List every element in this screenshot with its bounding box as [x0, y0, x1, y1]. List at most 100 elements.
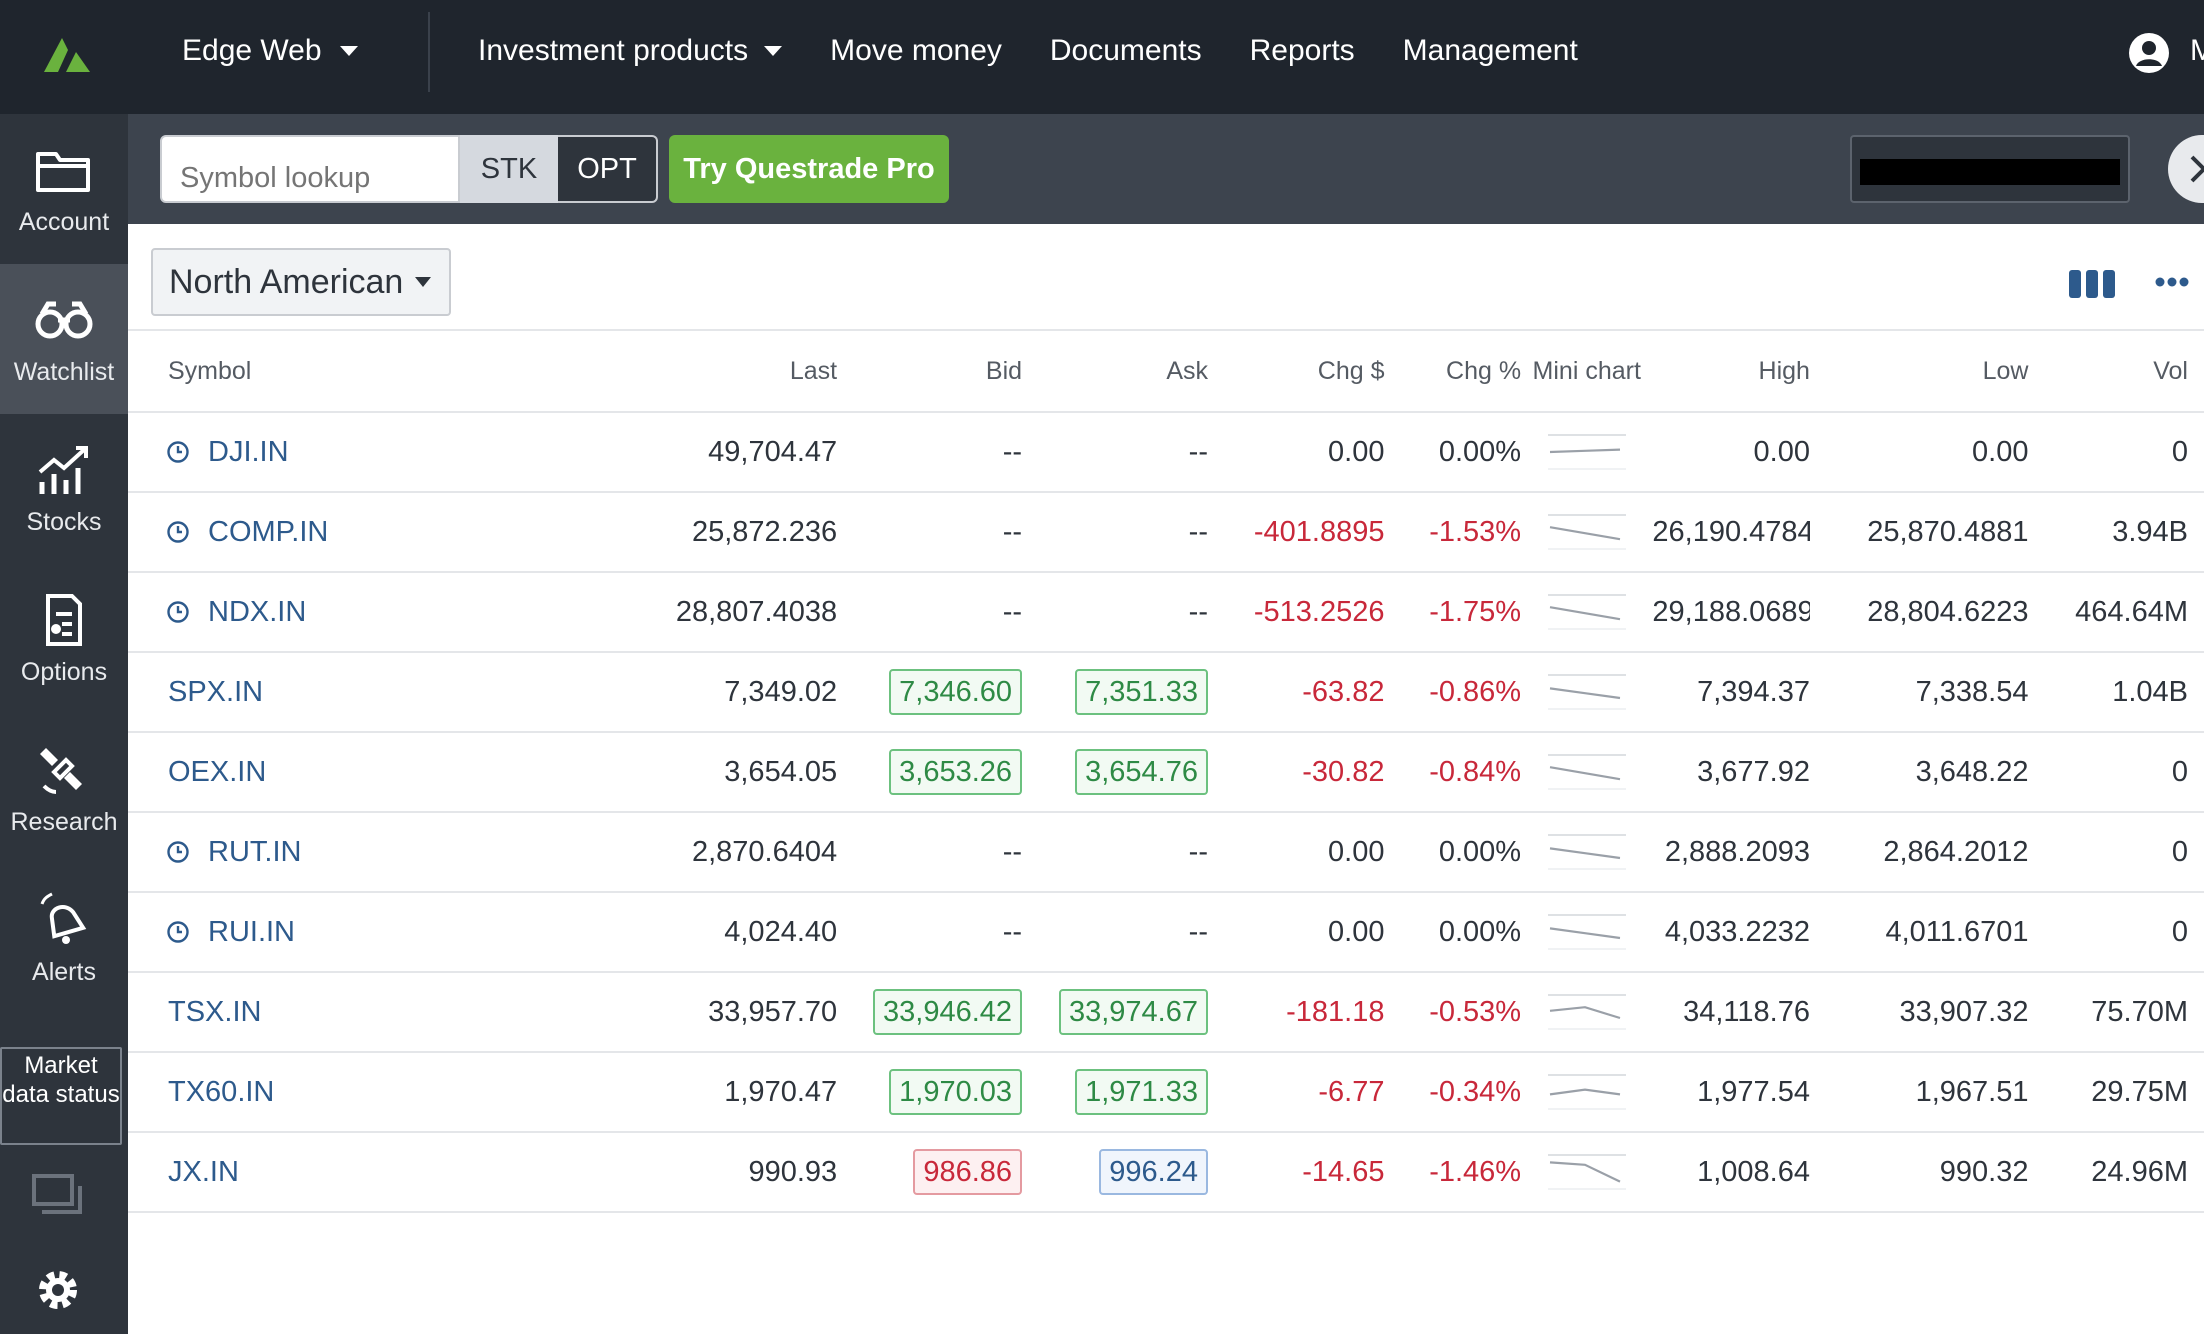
- symbol-lookup-input[interactable]: [160, 135, 460, 203]
- col-header-mini-chart[interactable]: Mini chart: [1521, 329, 1653, 413]
- sidebar-item-account[interactable]: Account: [0, 114, 128, 264]
- table-row[interactable]: TX60.IN 1,970.47 1,970.03 1,971.33 -6.77 -0.3…: [128, 1052, 2204, 1133]
- symbol-link[interactable]: RUT.IN: [128, 836, 443, 869]
- symbol-link[interactable]: SPX.IN: [128, 676, 443, 709]
- symbol-link[interactable]: TX60.IN: [128, 1076, 443, 1109]
- table-row[interactable]: JX.IN 990.93 986.86 996.24 -14.65 -1.46% 1,008…: [128, 1132, 2204, 1213]
- table-row[interactable]: SPX.IN 7,349.02 7,346.60 7,351.33 -63.82 -0.8…: [128, 652, 2204, 733]
- symbol-text: TSX.IN: [168, 995, 262, 1028]
- region-dropdown[interactable]: North American: [151, 248, 451, 316]
- symbol-text: TX60.IN: [168, 1075, 275, 1108]
- last-cell: 28,807.4038: [443, 572, 838, 653]
- col-header-last[interactable]: Last: [443, 329, 838, 413]
- mini-chart-sparkline[interactable]: [1542, 752, 1632, 792]
- last-cell: 990.93: [443, 1132, 838, 1213]
- mini-chart-cell: [1521, 972, 1653, 1053]
- user-name[interactable]: M: [2190, 34, 2204, 67]
- mini-chart-sparkline[interactable]: [1542, 992, 1632, 1032]
- bid-value: --: [1002, 915, 1023, 948]
- col-header-ask[interactable]: Ask: [1022, 329, 1208, 413]
- col-header-bid[interactable]: Bid: [837, 329, 1023, 413]
- satellite-icon: [40, 747, 82, 794]
- more-options-icon[interactable]: [2155, 276, 2189, 288]
- mini-chart-sparkline[interactable]: [1542, 912, 1632, 952]
- stk-toggle[interactable]: STK: [460, 135, 558, 203]
- ask-value[interactable]: 7,351.33: [1075, 669, 1208, 715]
- bid-value[interactable]: 3,653.26: [889, 749, 1023, 795]
- table-row[interactable]: RUI.IN 4,024.40 -- -- 0.00 0.00% 4,033.2232 4,0…: [128, 892, 2204, 973]
- sidebar-item-alerts[interactable]: Alerts: [0, 864, 128, 1014]
- ask-value[interactable]: 3,654.76: [1075, 749, 1208, 795]
- nav-label: Management: [1402, 34, 1578, 67]
- bid-value[interactable]: 33,946.42: [873, 989, 1023, 1035]
- stocks-chart-icon: [38, 445, 88, 494]
- bid-cell: 7,346.60: [837, 652, 1023, 733]
- mini-chart-cell: [1521, 892, 1653, 973]
- col-header-chg-dollar[interactable]: Chg $: [1208, 329, 1385, 413]
- col-header-chg-percent[interactable]: Chg %: [1384, 329, 1522, 413]
- symbol-link[interactable]: OEX.IN: [128, 756, 443, 789]
- table-row[interactable]: DJI.IN 49,704.47 -- -- 0.00 0.00% 0.00 0.00 0: [128, 412, 2204, 493]
- ask-value[interactable]: 1,971.33: [1075, 1069, 1208, 1115]
- account-selector[interactable]: [1850, 135, 2130, 203]
- nav-documents[interactable]: Documents: [1050, 34, 1202, 68]
- bid-value[interactable]: 1,970.03: [889, 1069, 1023, 1115]
- ask-value[interactable]: 33,974.67: [1058, 989, 1208, 1035]
- sidebar-item-research[interactable]: Research: [0, 714, 128, 864]
- clock-icon: [167, 841, 189, 863]
- ask-cell: 33,974.67: [1022, 972, 1208, 1053]
- mini-chart-sparkline[interactable]: [1542, 672, 1632, 712]
- col-header-high[interactable]: High: [1652, 329, 1810, 413]
- table-row[interactable]: NDX.IN 28,807.4038 -- -- -513.2526 -1.75% 29,1…: [128, 572, 2204, 653]
- col-header-symbol[interactable]: Symbol: [128, 329, 444, 413]
- symbol-link[interactable]: DJI.IN: [128, 436, 443, 469]
- user-avatar-icon[interactable]: [2128, 32, 2170, 74]
- mini-chart-sparkline[interactable]: [1542, 592, 1632, 632]
- table-row[interactable]: RUT.IN 2,870.6404 -- -- 0.00 0.00% 2,888.2093 2…: [128, 812, 2204, 893]
- symbol-link[interactable]: TSX.IN: [128, 996, 443, 1029]
- expand-panel-button[interactable]: [2168, 135, 2204, 203]
- market-data-status-button[interactable]: Market data status: [0, 1047, 122, 1145]
- opt-toggle[interactable]: OPT: [558, 135, 658, 203]
- ask-value[interactable]: 996.24: [1099, 1149, 1208, 1195]
- high-cell: 1,008.64: [1652, 1132, 1810, 1213]
- table-row[interactable]: COMP.IN 25,872.236 -- -- -401.8895 -1.53% 26,1…: [128, 492, 2204, 573]
- symbol-link[interactable]: COMP.IN: [128, 516, 443, 549]
- symbol-link[interactable]: RUI.IN: [128, 916, 443, 949]
- bid-value[interactable]: 7,346.60: [889, 669, 1023, 715]
- try-questrade-pro-button[interactable]: Try Questrade Pro: [669, 135, 949, 203]
- vol-cell: 29.75M: [2028, 1052, 2204, 1133]
- mini-chart-sparkline[interactable]: [1542, 432, 1632, 472]
- nav-reports[interactable]: Reports: [1250, 34, 1355, 68]
- sidebar-item-stocks[interactable]: Stocks: [0, 414, 128, 564]
- sidebar-item-options[interactable]: Options: [0, 564, 128, 714]
- columns-icon[interactable]: [2069, 270, 2115, 298]
- questrade-logo-icon[interactable]: [40, 32, 96, 76]
- mini-chart-sparkline[interactable]: [1542, 512, 1632, 552]
- mini-chart-sparkline[interactable]: [1542, 1152, 1632, 1192]
- nav-management[interactable]: Management: [1403, 34, 1578, 68]
- bid-value[interactable]: 986.86: [913, 1149, 1023, 1195]
- symbol-link[interactable]: NDX.IN: [128, 596, 443, 629]
- table-row[interactable]: TSX.IN 33,957.70 33,946.42 33,974.67 -181.18…: [128, 972, 2204, 1053]
- pro-button-label: Try Questrade Pro: [683, 152, 935, 185]
- mini-chart-sparkline[interactable]: [1542, 832, 1632, 872]
- mini-chart-sparkline[interactable]: [1542, 1072, 1632, 1112]
- clock-icon: [167, 521, 189, 543]
- col-header-low[interactable]: Low: [1809, 329, 2029, 413]
- last-cell: 4,024.40: [443, 892, 838, 973]
- ask-cell: --: [1022, 572, 1208, 653]
- gear-icon[interactable]: [32, 1264, 84, 1316]
- nav-move-money[interactable]: Move money: [830, 34, 1002, 68]
- symbol-text: COMP.IN: [208, 515, 329, 548]
- sidebar-item-watchlist[interactable]: Watchlist: [0, 264, 128, 414]
- platform-switcher[interactable]: Edge Web: [182, 34, 358, 68]
- clock-icon: [167, 441, 189, 463]
- symbol-link[interactable]: JX.IN: [128, 1156, 443, 1189]
- symbol-text: SPX.IN: [168, 675, 264, 708]
- nav-investment-products[interactable]: Investment products: [478, 34, 783, 68]
- windows-icon[interactable]: [30, 1172, 86, 1220]
- symbol-text: JX.IN: [168, 1155, 239, 1188]
- col-header-vol[interactable]: Vol: [2028, 329, 2204, 413]
- table-row[interactable]: OEX.IN 3,654.05 3,653.26 3,654.76 -30.82 -0.8…: [128, 732, 2204, 813]
